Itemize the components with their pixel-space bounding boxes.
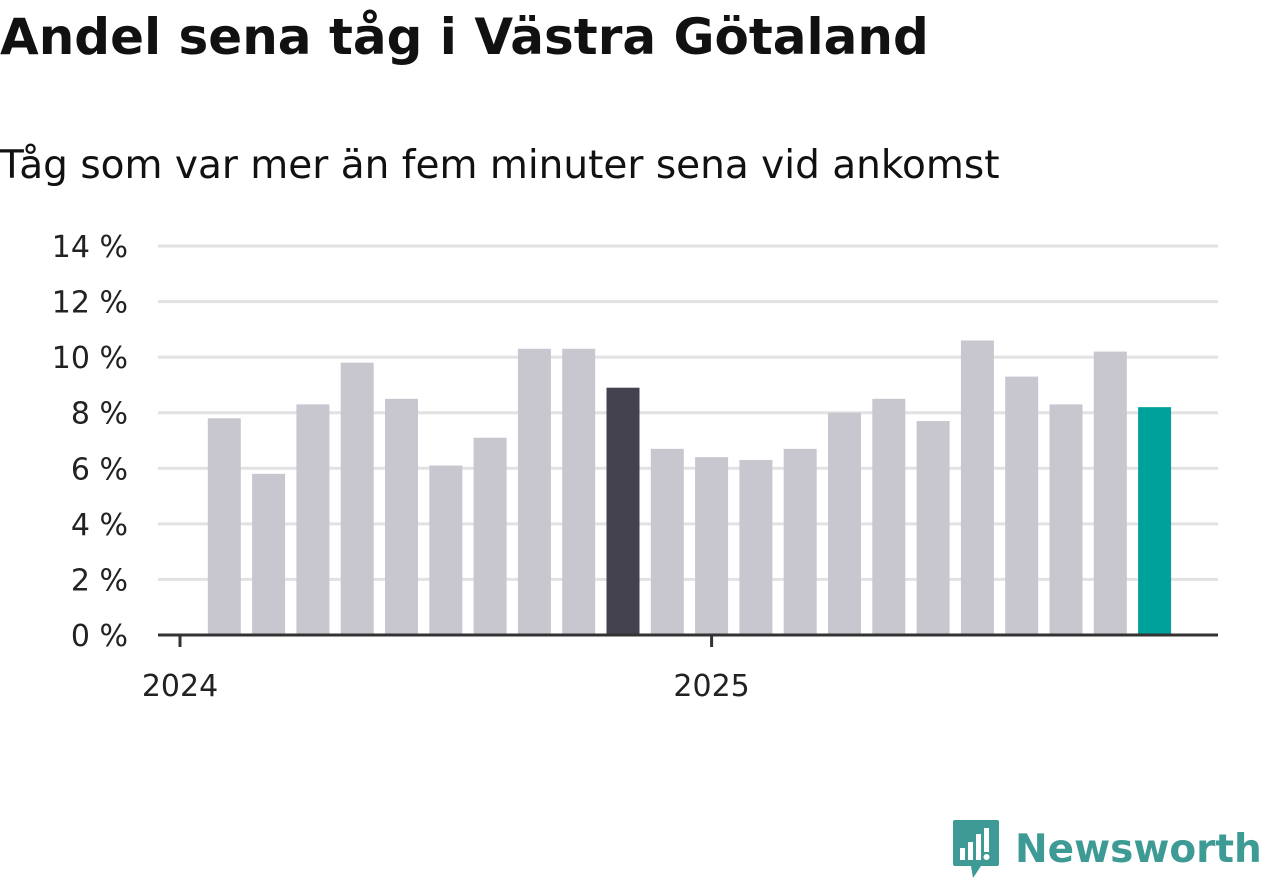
chart-subtitle: Tåg som var mer än fem minuter sena vid …	[0, 143, 1000, 188]
bar	[872, 398, 906, 635]
bar	[695, 457, 729, 635]
bar	[783, 448, 817, 635]
newsworthy-logo: Newsworthy	[951, 818, 1262, 880]
brand-name: Newsworthy	[1015, 826, 1262, 872]
bar	[960, 340, 994, 635]
chart-title: Andel sena tåg i Västra Götaland	[0, 8, 929, 66]
bar	[252, 473, 286, 635]
bar	[562, 348, 596, 635]
bar	[473, 437, 507, 635]
bar	[739, 459, 773, 635]
x-axis: 2024 2025	[142, 633, 1218, 704]
bar	[340, 362, 374, 635]
y-tick-label: 14 %	[52, 230, 128, 265]
gridlines: 0 % 2 % 4 % 6 % 8 % 10 % 12 % 14 %	[52, 230, 1218, 654]
bar	[429, 465, 463, 635]
bar	[828, 412, 861, 635]
bar	[296, 404, 330, 635]
y-tick-label: 6 %	[71, 452, 128, 487]
bars	[207, 340, 1172, 635]
y-tick-label: 4 %	[71, 508, 128, 543]
bar	[1049, 404, 1083, 635]
bar	[606, 387, 640, 635]
x-tick-label: 2024	[142, 669, 218, 704]
bar	[1138, 407, 1172, 635]
bar	[517, 348, 551, 635]
y-tick-label: 2 %	[71, 563, 128, 598]
bar	[916, 421, 950, 635]
y-tick-label: 10 %	[52, 341, 128, 376]
bar	[650, 448, 684, 635]
bar	[385, 398, 418, 635]
bar-chart-speech-bubble-icon	[953, 820, 999, 878]
bar	[207, 418, 241, 635]
bar	[1093, 351, 1127, 635]
y-tick-label: 8 %	[71, 397, 128, 432]
y-tick-label: 0 %	[71, 619, 128, 654]
y-tick-label: 12 %	[52, 286, 128, 321]
bar	[1005, 376, 1039, 635]
x-tick-label: 2025	[673, 669, 749, 704]
